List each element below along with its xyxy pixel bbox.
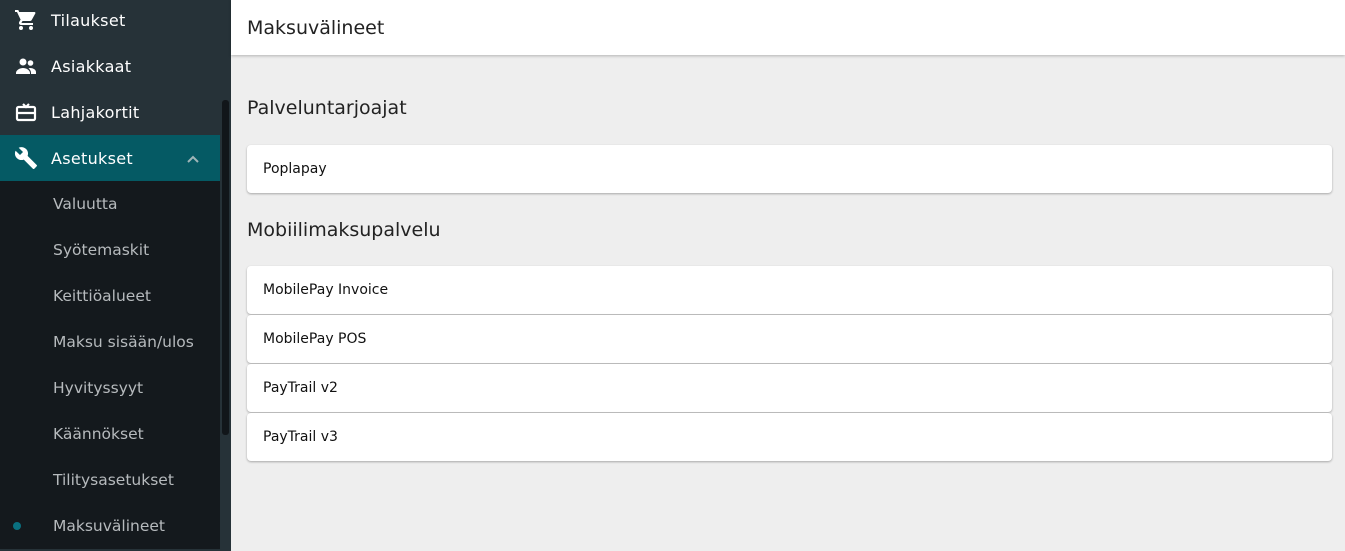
gift-card-icon [0,100,51,124]
subitem-maksu-sisaan-ulos[interactable]: Maksu sisään/ulos [0,319,220,365]
sidebar-item-asetukset[interactable]: Asetukset [0,135,220,181]
cart-icon [0,8,51,32]
sidebar-item-label: Tilaukset [51,10,126,30]
card-label: Poplapay [263,161,327,177]
payment-provider-mobilepay-pos[interactable]: MobilePay POS [247,315,1332,363]
subitem-label: Keittiöalueet [53,287,151,305]
sidebar-item-label: Lahjakortit [51,102,140,122]
main-content: Palveluntarjoajat Poplapay Mobiilimaksup… [247,55,1332,462]
section-title: Mobiilimaksupalvelu [247,219,441,241]
active-dot-icon [13,522,21,530]
subitem-label: Maksuvälineet [53,517,166,535]
sidebar: Tilaukset Asiakkaat Lahjakortit Asetukse… [0,0,231,551]
payment-provider-poplapay[interactable]: Poplapay [247,145,1332,193]
subitem-keittioalueet[interactable]: Keittiöalueet [0,273,220,319]
chevron-up-icon[interactable] [186,149,200,168]
sidebar-item-tilaukset[interactable]: Tilaukset [0,0,220,43]
people-icon [0,54,51,78]
page-title: Maksuvälineet [247,16,385,39]
subitem-tilitysasetukset[interactable]: Tilitysasetukset [0,457,220,503]
card-label: PayTrail v2 [263,380,338,396]
payment-provider-paytrail-v2[interactable]: PayTrail v2 [247,364,1332,412]
sidebar-item-asiakkaat[interactable]: Asiakkaat [0,43,220,89]
sidebar-scrollbar[interactable] [222,100,229,435]
settings-submenu: Valuutta Syötemaskit Keittiöalueet Maksu… [0,181,220,549]
subitem-hyvityssyyt[interactable]: Hyvityssyyt [0,365,220,411]
subitem-label: Hyvityssyyt [53,379,144,397]
sidebar-item-label: Asiakkaat [51,56,132,76]
subitem-label: Käännökset [53,425,144,443]
subitem-maksuvalineet[interactable]: Maksuvälineet [0,503,220,549]
card-label: MobilePay Invoice [263,282,389,298]
sidebar-item-lahjakortit[interactable]: Lahjakortit [0,89,220,135]
subitem-valuutta[interactable]: Valuutta [0,181,220,227]
payment-provider-mobilepay-invoice[interactable]: MobilePay Invoice [247,266,1332,314]
subitem-kaannokset[interactable]: Käännökset [0,411,220,457]
card-label: MobilePay POS [263,331,367,347]
section-title: Palveluntarjoajat [247,97,407,119]
payment-provider-paytrail-v3[interactable]: PayTrail v3 [247,413,1332,461]
page-header: Maksuvälineet [231,0,1345,55]
sidebar-item-label: Asetukset [51,148,133,168]
card-label: PayTrail v3 [263,429,338,445]
subitem-label: Tilitysasetukset [53,471,174,489]
subitem-label: Maksu sisään/ulos [53,333,194,351]
wrench-icon [0,146,51,170]
subitem-label: Valuutta [53,195,118,213]
subitem-syotemaskit[interactable]: Syötemaskit [0,227,220,273]
subitem-label: Syötemaskit [53,241,150,259]
